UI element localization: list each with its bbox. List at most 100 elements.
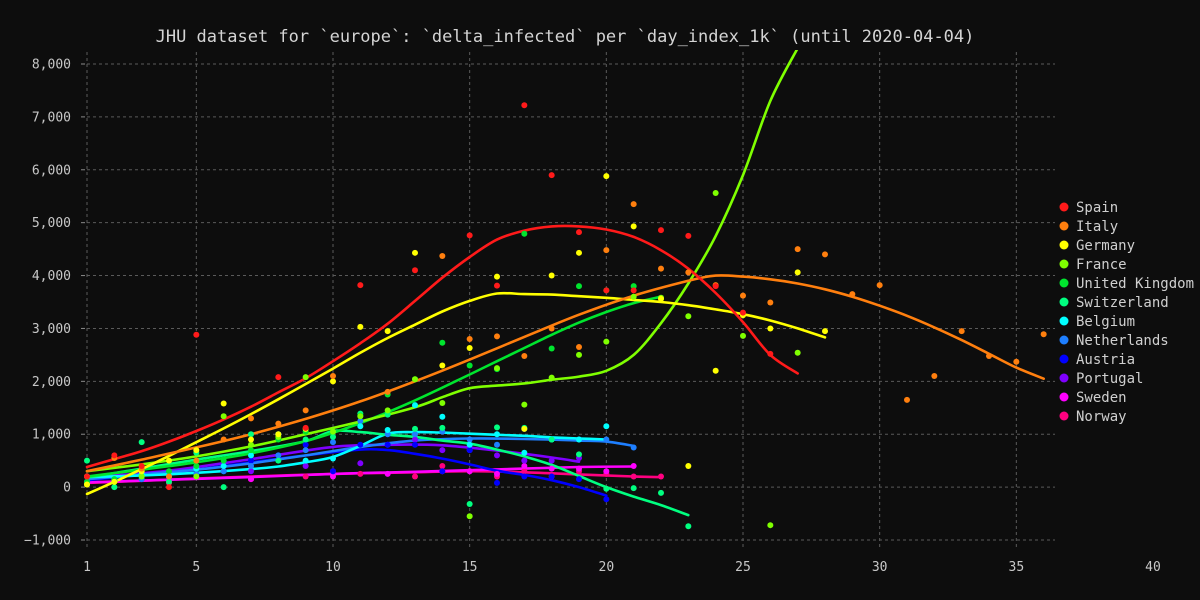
data-point-switzerland — [166, 478, 172, 485]
data-point-spain — [603, 287, 610, 294]
data-point-italy — [958, 328, 965, 335]
data-point-austria — [412, 441, 418, 448]
data-point-sweden — [548, 465, 555, 472]
data-point-france — [384, 407, 391, 414]
data-point-spain — [740, 309, 746, 316]
data-point-switzerland — [439, 424, 446, 431]
x-tick-label: 10 — [325, 560, 341, 575]
data-point-spain — [111, 452, 118, 459]
data-point-belgium — [357, 423, 364, 430]
data-point-sweden — [248, 476, 254, 483]
data-point-spain — [685, 232, 692, 239]
x-tick-label: 20 — [599, 560, 615, 575]
legend-marker-portugal — [1059, 373, 1069, 383]
data-point-italy — [1040, 331, 1047, 338]
data-point-united-kingdom — [220, 457, 227, 464]
y-tick-label: 8,000 — [32, 58, 71, 73]
data-point-portugal — [412, 436, 418, 443]
data-point-switzerland — [275, 457, 282, 464]
data-point-switzerland — [111, 484, 118, 491]
data-point-germany — [220, 400, 227, 407]
x-tick-label: 1 — [83, 560, 91, 575]
data-point-portugal — [302, 462, 309, 469]
legend-marker-netherlands — [1059, 335, 1069, 345]
legend-label-italy: Italy — [1076, 219, 1118, 235]
data-point-portugal — [439, 447, 446, 454]
legend-marker-italy — [1059, 221, 1069, 231]
data-points — [84, 102, 1047, 530]
y-tick-label: 1,000 — [32, 428, 71, 443]
data-point-italy — [658, 265, 664, 272]
data-point-italy — [248, 415, 254, 422]
y-tick-label: 4,000 — [32, 269, 71, 284]
data-point-germany — [494, 273, 500, 280]
data-point-italy — [466, 336, 473, 343]
data-point-sweden — [521, 462, 528, 469]
data-point-norway — [412, 473, 418, 480]
data-point-france — [302, 374, 309, 381]
data-point-portugal — [494, 452, 500, 459]
x-tick-label: 30 — [872, 560, 888, 575]
data-point-germany — [111, 478, 118, 485]
data-point-france — [193, 473, 200, 480]
data-point-switzerland — [576, 451, 582, 458]
data-point-portugal — [357, 460, 364, 467]
trend-line-united-kingdom — [85, 295, 663, 478]
y-tick-label: 5,000 — [32, 216, 71, 231]
data-point-belgium — [248, 452, 254, 459]
data-point-france — [712, 190, 719, 197]
data-point-netherlands — [603, 436, 610, 443]
data-point-switzerland — [384, 411, 391, 418]
data-point-spain — [84, 473, 90, 480]
data-point-france — [220, 413, 227, 420]
x-tick-label: 25 — [735, 560, 751, 575]
data-point-netherlands — [466, 436, 473, 443]
data-point-austria — [439, 468, 446, 475]
data-point-france — [521, 401, 528, 408]
trend-line-italy — [85, 274, 1045, 473]
data-point-norway — [658, 473, 664, 480]
data-point-france — [767, 522, 774, 529]
data-point-portugal — [521, 457, 528, 464]
data-point-belgium — [466, 441, 473, 448]
data-point-italy — [330, 373, 336, 380]
data-point-spain — [138, 462, 145, 469]
y-tick-label: 7,000 — [32, 110, 71, 125]
data-point-switzerland — [302, 436, 309, 443]
data-point-switzerland — [630, 485, 637, 492]
data-point-united-kingdom — [166, 468, 172, 475]
data-point-spain — [712, 283, 719, 290]
data-point-italy — [767, 299, 774, 306]
data-point-italy — [740, 292, 746, 299]
legend-marker-united-kingdom — [1059, 278, 1069, 288]
data-point-spain — [521, 102, 528, 109]
data-point-united-kingdom — [521, 230, 528, 237]
data-point-portugal — [548, 457, 555, 464]
data-point-sweden — [330, 473, 336, 480]
data-point-austria — [494, 479, 500, 486]
data-point-switzerland — [685, 523, 692, 530]
data-point-italy — [275, 420, 282, 427]
data-point-norway — [302, 473, 309, 480]
data-point-belgium — [220, 462, 227, 469]
data-point-austria — [330, 468, 336, 475]
data-point-belgium — [576, 436, 582, 443]
data-point-germany — [275, 431, 282, 438]
data-point-spain — [166, 484, 172, 491]
data-point-spain — [658, 227, 664, 234]
data-point-france — [248, 441, 254, 448]
data-point-germany — [658, 295, 664, 302]
data-point-italy — [630, 201, 637, 208]
data-point-italy — [849, 291, 856, 298]
data-point-germany — [384, 328, 391, 335]
data-point-italy — [220, 436, 227, 443]
legend-label-united-kingdom: United Kingdom — [1076, 276, 1194, 292]
legend-label-austria: Austria — [1076, 352, 1135, 368]
data-point-norway — [521, 468, 528, 475]
data-point-austria — [521, 473, 528, 480]
legend-marker-belgium — [1059, 316, 1069, 326]
legend-label-spain: Spain — [1076, 200, 1118, 216]
data-point-belgium — [603, 423, 610, 430]
